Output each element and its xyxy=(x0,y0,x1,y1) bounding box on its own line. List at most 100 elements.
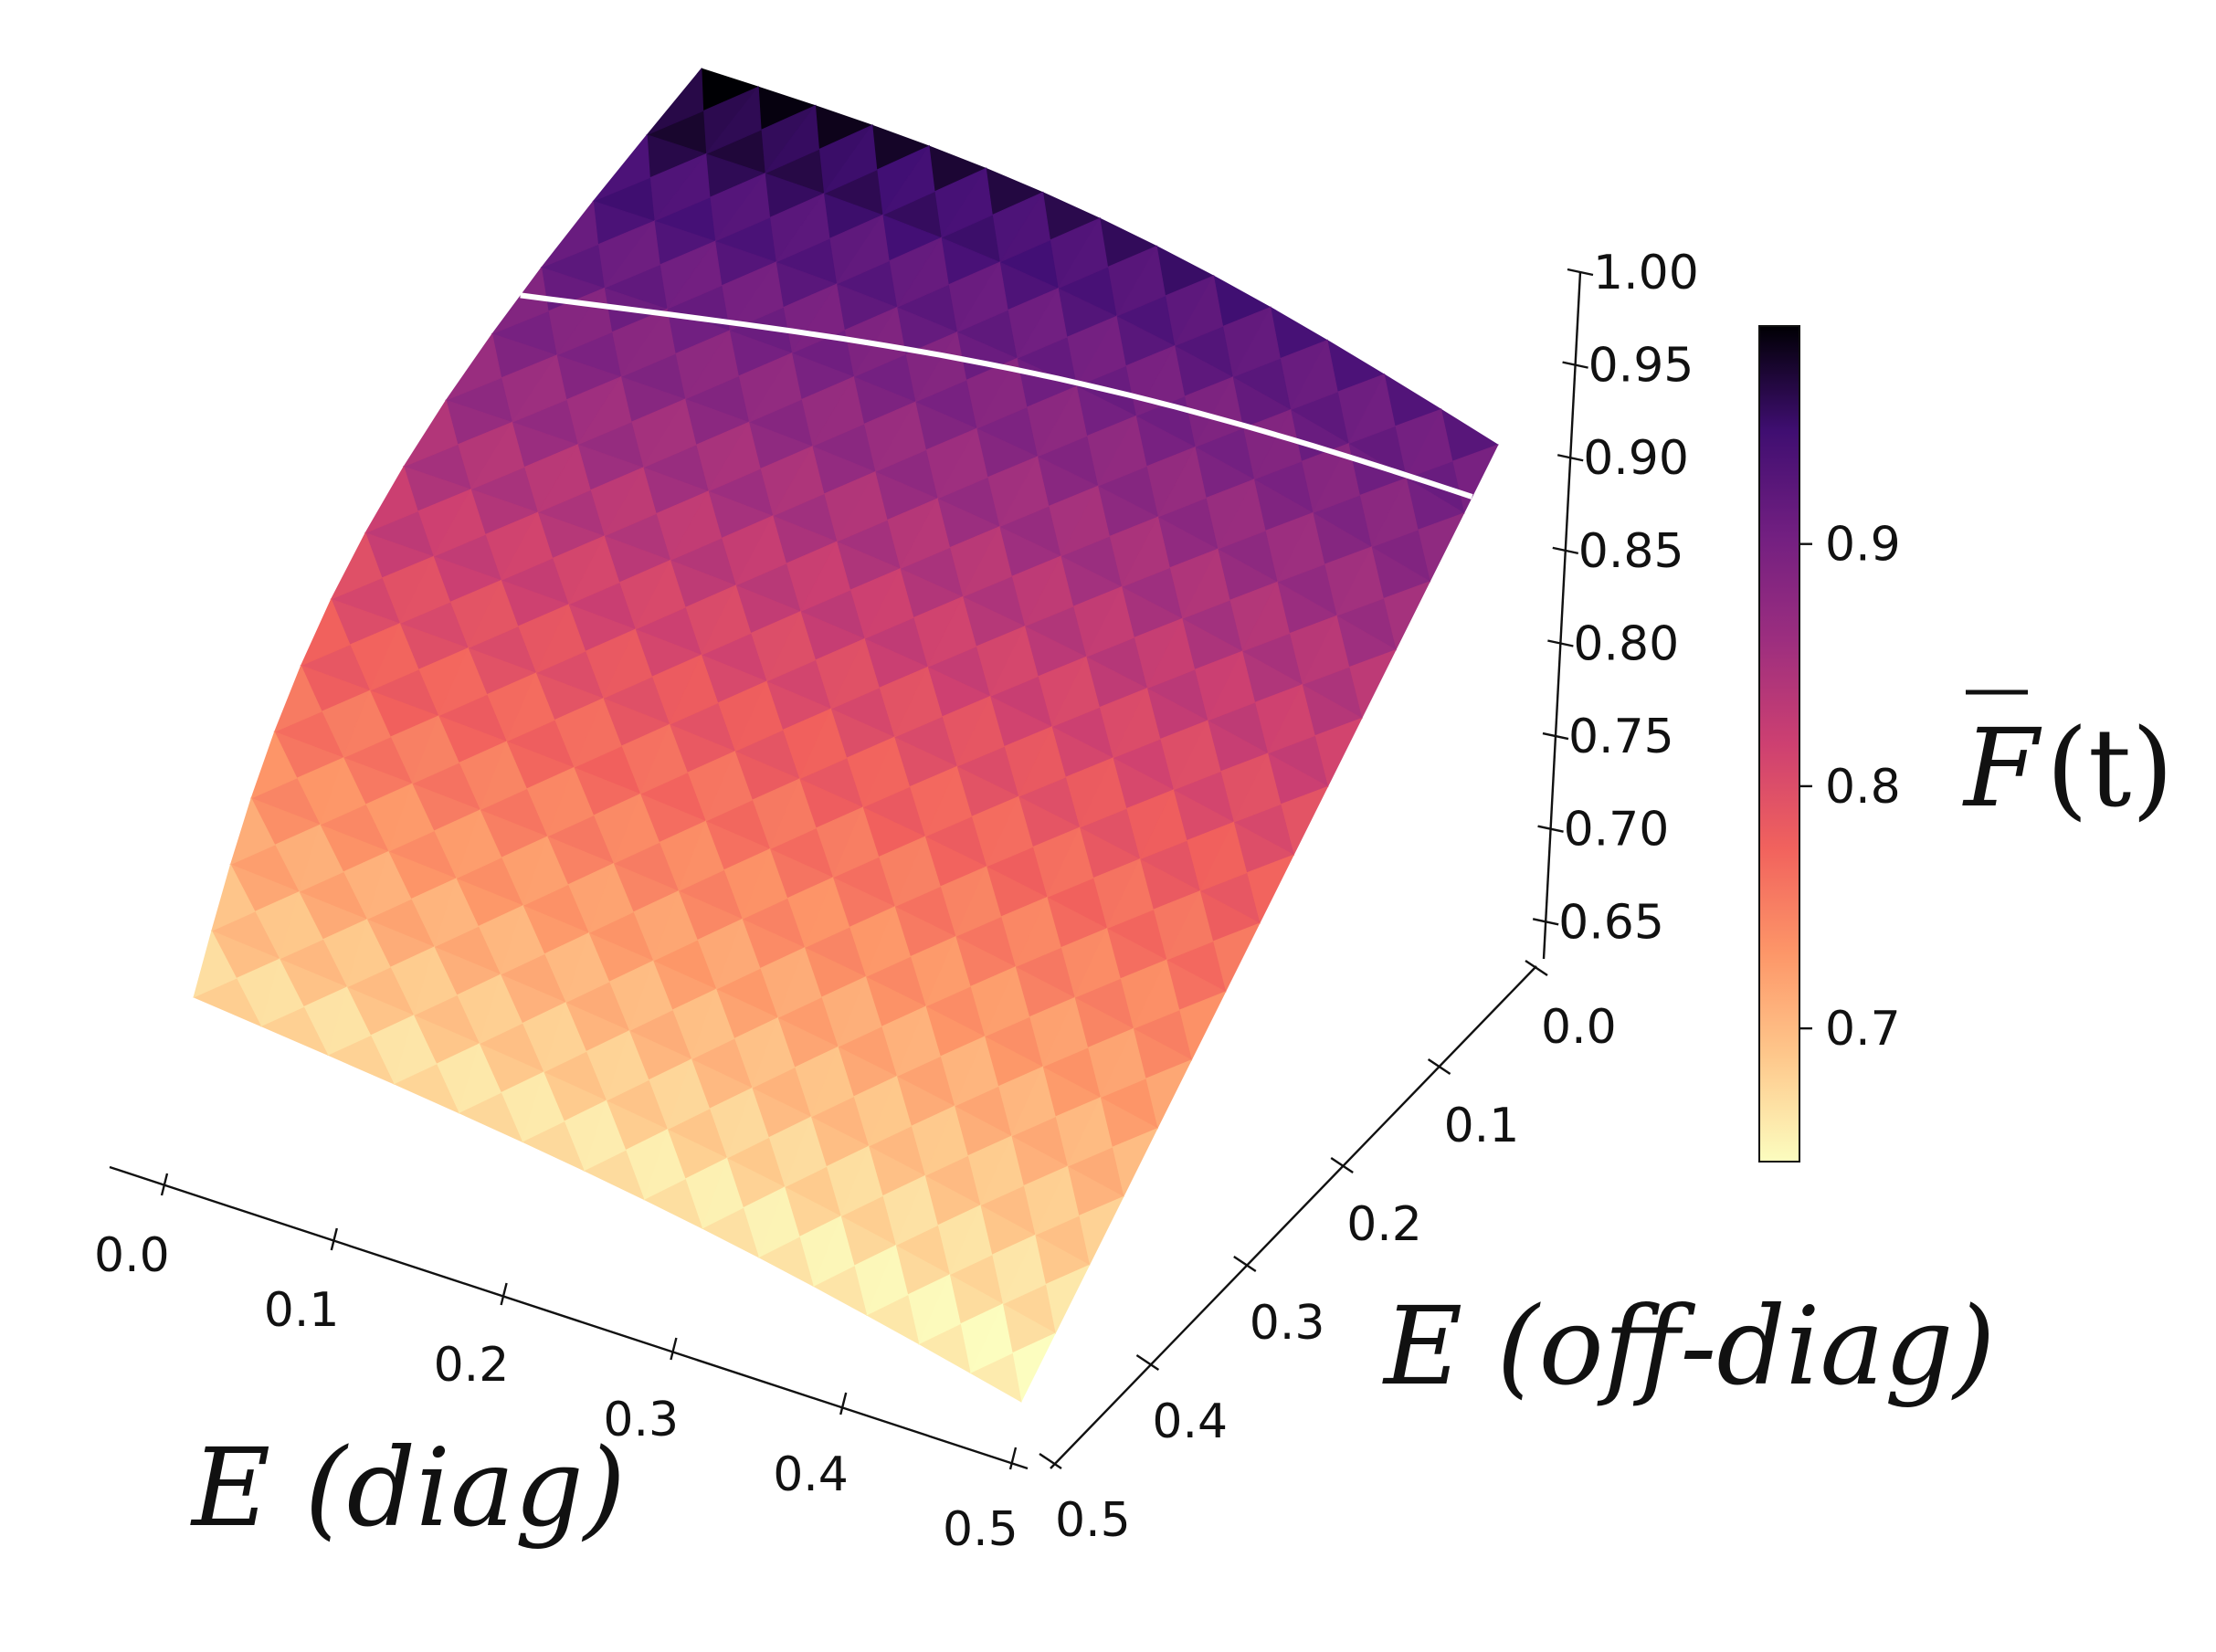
surface-facet xyxy=(764,104,820,174)
y-tick-mark xyxy=(1330,1157,1354,1173)
y-tick-label: 0.0 xyxy=(1541,1000,1617,1055)
surface-facet xyxy=(705,86,762,154)
y-tick-label: 0.1 xyxy=(1444,1099,1520,1153)
surface-facet xyxy=(279,890,324,960)
surface-facet xyxy=(683,330,739,400)
surface-facet xyxy=(734,514,787,586)
surface-facet xyxy=(522,836,569,907)
z-tick-mark xyxy=(1556,454,1584,462)
surface-facet xyxy=(893,836,941,908)
colorbar: 0.7 0.8 0.9 xyxy=(1758,325,1901,1163)
surface-facet xyxy=(1240,581,1291,653)
z-tick-label: 1.00 xyxy=(1593,246,1699,300)
surface-facet xyxy=(628,960,673,1032)
surface-facet xyxy=(1115,245,1166,318)
surface-facet xyxy=(1016,287,1068,360)
surface-facet xyxy=(1252,408,1303,480)
x-tick-mark xyxy=(160,1173,169,1196)
surface-facet xyxy=(864,905,912,978)
surface-facet xyxy=(458,1042,502,1114)
surface-facet xyxy=(812,1215,855,1288)
surface-facet xyxy=(861,736,911,808)
surface-facet xyxy=(979,1134,1024,1206)
surface-facet xyxy=(1075,315,1126,387)
surface-facet xyxy=(1057,216,1109,289)
surface-facet xyxy=(273,664,322,733)
x-tick-label: 0.3 xyxy=(603,1393,679,1447)
surface-facet xyxy=(467,579,519,649)
surface-facet xyxy=(733,680,784,752)
surface-facet xyxy=(643,1128,686,1201)
surface-facet xyxy=(986,795,1034,868)
surface-facet xyxy=(500,904,545,976)
surface-facet xyxy=(1181,548,1230,620)
surface-facet xyxy=(603,466,657,537)
surface-facet xyxy=(784,1115,828,1188)
surface-facet xyxy=(969,1302,1013,1374)
surface-facet xyxy=(511,353,567,424)
surface-facet xyxy=(1276,511,1325,584)
surface-facet xyxy=(606,1029,649,1102)
surface-facet xyxy=(1034,1165,1080,1236)
z-tick-mark xyxy=(1552,546,1579,555)
surface-facet xyxy=(1405,408,1453,479)
surface-facet xyxy=(229,797,276,866)
surface-facet xyxy=(1138,788,1187,860)
surface-facet xyxy=(500,511,554,582)
z-tick-label: 0.70 xyxy=(1564,803,1670,858)
y-tick-mark xyxy=(1427,1058,1451,1075)
surface-facet xyxy=(1060,485,1110,557)
z-axis: 0.65 0.70 0.75 0.80 0.85 0.90 0.95 1.00 xyxy=(1532,246,1699,960)
surface-facet xyxy=(988,625,1039,698)
surface-facet xyxy=(799,541,851,613)
surface-facet xyxy=(1217,478,1266,551)
surface-facet xyxy=(914,331,967,404)
y-tick-mark xyxy=(1135,1354,1160,1371)
surface-facet xyxy=(365,850,412,921)
surface-facet xyxy=(803,876,850,949)
surface-facet xyxy=(652,889,698,963)
x-tick-label: 0.5 xyxy=(943,1502,1018,1557)
surface-facet xyxy=(811,375,865,447)
surface-facet xyxy=(776,946,822,1019)
surface-facet xyxy=(567,534,620,605)
surface-facet xyxy=(1289,339,1338,411)
surface-facet xyxy=(757,1185,800,1258)
surface-facet xyxy=(387,783,435,853)
surface-facet xyxy=(1078,756,1127,829)
surface-facet xyxy=(445,332,502,402)
z-tick-mark xyxy=(1542,731,1569,741)
surface-facet xyxy=(725,1087,769,1160)
surface-facet xyxy=(899,497,951,570)
colorbar-title: F (t) xyxy=(1962,689,2174,831)
surface-facet xyxy=(1312,442,1360,514)
contour-line xyxy=(520,292,1473,500)
z-tick-mark xyxy=(1547,639,1574,647)
x-axis-line xyxy=(109,1165,1029,1470)
z-tick-mark xyxy=(1537,825,1564,833)
y-tick-label: 0.4 xyxy=(1152,1394,1228,1449)
surface-facet xyxy=(587,862,634,934)
z-tick-label: 0.65 xyxy=(1558,895,1664,950)
surface-facet xyxy=(1018,725,1066,798)
y-tick-mark xyxy=(1039,1453,1062,1469)
surface-facet xyxy=(835,214,890,286)
contour-level-line xyxy=(520,292,1473,500)
surface-facet xyxy=(1010,1066,1056,1137)
surface-facet xyxy=(211,863,256,932)
surface-facet xyxy=(364,465,418,534)
surface-facet xyxy=(491,266,549,335)
colorbar-tick-label: 0.7 xyxy=(1825,1002,1901,1057)
surface-facet xyxy=(327,985,372,1057)
z-tick-mark xyxy=(1532,918,1559,926)
x-tick-mark xyxy=(1008,1447,1018,1470)
y-tick-label: 0.3 xyxy=(1250,1296,1325,1351)
surface-facet xyxy=(984,965,1030,1037)
surface-facet xyxy=(961,525,1012,598)
surface-facet xyxy=(1085,585,1134,658)
surface-facet xyxy=(1014,896,1061,968)
surface-facet xyxy=(1023,554,1074,627)
surface-facet xyxy=(715,918,761,991)
y-axis-title: E (off-diag) xyxy=(1382,1283,1995,1409)
surface-facet xyxy=(612,793,660,865)
